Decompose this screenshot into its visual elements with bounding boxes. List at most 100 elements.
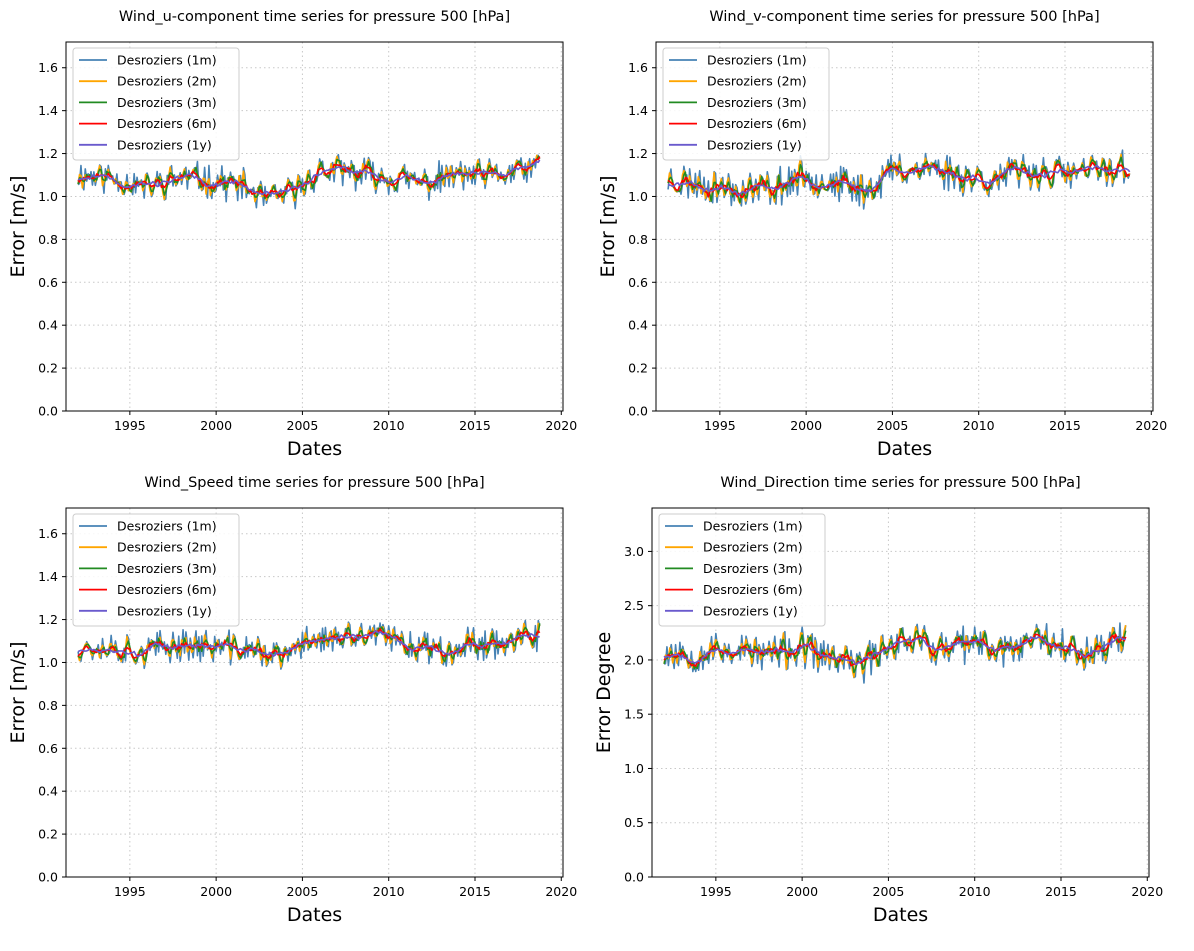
legend-label: Desroziers (1m)	[703, 519, 803, 534]
x-tick-label: 1995	[700, 884, 732, 899]
x-tick-label: 2020	[545, 418, 577, 433]
legend-label: Desroziers (6m)	[117, 582, 217, 597]
y-tick-label: 0.0	[38, 404, 58, 419]
legend-label: Desroziers (2m)	[117, 74, 217, 89]
chart-title: Wind_Direction time series for pressure …	[720, 475, 1080, 491]
y-tick-label: 0.4	[38, 318, 58, 333]
y-tick-label: 2.0	[624, 652, 644, 667]
y-tick-label: 1.2	[38, 612, 58, 627]
series-line	[77, 159, 541, 196]
x-tick-label: 2005	[287, 418, 319, 433]
series-line	[667, 164, 1131, 197]
x-tick-label: 2010	[963, 418, 995, 433]
y-tick-label: 0.6	[38, 741, 58, 756]
x-tick-label: 2015	[459, 884, 491, 899]
y-axis-label: Error Degree	[593, 632, 615, 754]
legend-label: Desroziers (3m)	[703, 561, 803, 576]
legend-label: Desroziers (1y)	[707, 137, 802, 152]
x-axis-label: Dates	[287, 904, 342, 926]
y-tick-label: 1.2	[628, 146, 648, 161]
series-line	[77, 623, 541, 663]
legend-label: Desroziers (6m)	[707, 116, 807, 131]
x-tick-label: 2015	[1049, 418, 1081, 433]
y-tick-label: 1.0	[38, 189, 58, 204]
series-line	[663, 627, 1127, 674]
x-tick-label: 2020	[1131, 884, 1163, 899]
y-tick-label: 0.0	[628, 404, 648, 419]
legend-box	[658, 513, 826, 627]
legend-label: Desroziers (3m)	[117, 95, 217, 110]
series-line	[77, 630, 540, 658]
x-axis-label: Dates	[877, 438, 932, 460]
chart-wind-speed: Wind_Speed time series for pressure 500 …	[7, 475, 577, 926]
x-tick-label: 2010	[959, 884, 991, 899]
legend-label: Desroziers (3m)	[707, 95, 807, 110]
legend-label: Desroziers (2m)	[707, 74, 807, 89]
legend-label: Desroziers (1m)	[117, 519, 217, 534]
x-tick-label: 2005	[877, 418, 909, 433]
series-line	[667, 156, 1130, 204]
legend-label: Desroziers (6m)	[703, 582, 803, 597]
x-tick-label: 2005	[287, 884, 319, 899]
chart-title: Wind_v-component time series for pressur…	[709, 9, 1099, 25]
x-tick-label: 2010	[373, 884, 405, 899]
x-tick-label: 1995	[114, 418, 146, 433]
x-tick-label: 2020	[545, 884, 577, 899]
y-tick-label: 0.2	[628, 361, 648, 376]
grid	[66, 42, 563, 412]
y-tick-label: 0.8	[38, 232, 58, 247]
y-tick-label: 0.0	[624, 870, 644, 885]
chart-panel-wind-v: Wind_v-component time series for pressur…	[590, 0, 1187, 475]
legend-box	[72, 47, 240, 161]
y-tick-label: 1.6	[628, 60, 648, 75]
plot-frame	[65, 41, 564, 412]
legend: Desroziers (1m) Desroziers (2m) Desroziers…	[72, 513, 240, 627]
series-group	[77, 153, 541, 210]
legend: Desroziers (1m) Desroziers (2m) Desroziers…	[662, 47, 830, 161]
y-tick-label: 1.4	[628, 103, 648, 118]
legend-label: Desroziers (2m)	[117, 540, 217, 555]
y-tick-label: 1.0	[624, 761, 644, 776]
legend-label: Desroziers (1y)	[703, 603, 798, 618]
y-tick-label: 0.4	[628, 318, 648, 333]
chart-panel-wind-speed: Wind_Speed time series for pressure 500 …	[0, 466, 597, 941]
y-tick-label: 1.0	[628, 189, 648, 204]
y-tick-label: 0.0	[38, 870, 58, 885]
y-tick-label: 1.5	[624, 707, 644, 722]
series-group	[663, 622, 1127, 684]
legend-label: Desroziers (1y)	[117, 137, 212, 152]
x-tick-label: 2020	[1135, 418, 1167, 433]
chart-panel-wind-direction: Wind_Direction time series for pressure …	[586, 466, 1183, 941]
series-line	[77, 154, 541, 203]
chart-wind-direction: Wind_Direction time series for pressure …	[593, 475, 1163, 926]
series-line	[663, 636, 1126, 665]
y-tick-label: 0.5	[624, 815, 644, 830]
y-tick-label: 3.0	[624, 544, 644, 559]
plot-frame	[651, 507, 1150, 878]
series-group	[667, 149, 1131, 210]
legend-label: Desroziers (6m)	[117, 116, 217, 131]
x-tick-label: 2015	[1045, 884, 1077, 899]
legend-box	[662, 47, 830, 161]
y-tick-label: 2.5	[624, 598, 644, 613]
y-axis-label: Error [m/s]	[597, 176, 619, 278]
legend-label: Desroziers (1m)	[117, 53, 217, 68]
legend-label: Desroziers (2m)	[703, 540, 803, 555]
legend-box	[72, 513, 240, 627]
x-tick-label: 1995	[114, 884, 146, 899]
chart-panel-wind-u: Wind_u-component time series for pressur…	[0, 0, 597, 475]
y-tick-label: 0.6	[628, 275, 648, 290]
chart-wind-u: Wind_u-component time series for pressur…	[7, 9, 577, 460]
y-tick-label: 0.6	[38, 275, 58, 290]
series-group	[77, 619, 541, 670]
y-tick-label: 0.2	[38, 361, 58, 376]
y-tick-label: 1.2	[38, 146, 58, 161]
x-axis-label: Dates	[287, 438, 342, 460]
legend: Desroziers (1m) Desroziers (2m) Desroziers…	[658, 513, 826, 627]
y-tick-label: 1.4	[38, 569, 58, 584]
legend-label: Desroziers (1y)	[117, 603, 212, 618]
y-tick-label: 1.6	[38, 526, 58, 541]
x-tick-label: 2015	[459, 418, 491, 433]
legend: Desroziers (1m) Desroziers (2m) Desroziers…	[72, 47, 240, 161]
plot-frame	[65, 507, 564, 878]
